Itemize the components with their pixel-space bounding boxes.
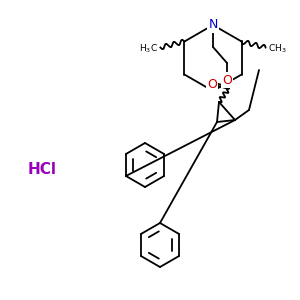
Text: CH$_3$: CH$_3$ xyxy=(268,42,286,55)
Text: H$_3$C: H$_3$C xyxy=(140,42,158,55)
Text: O: O xyxy=(207,77,217,91)
Text: O: O xyxy=(222,74,232,86)
Text: N: N xyxy=(208,19,218,32)
Text: HCl: HCl xyxy=(28,163,56,178)
